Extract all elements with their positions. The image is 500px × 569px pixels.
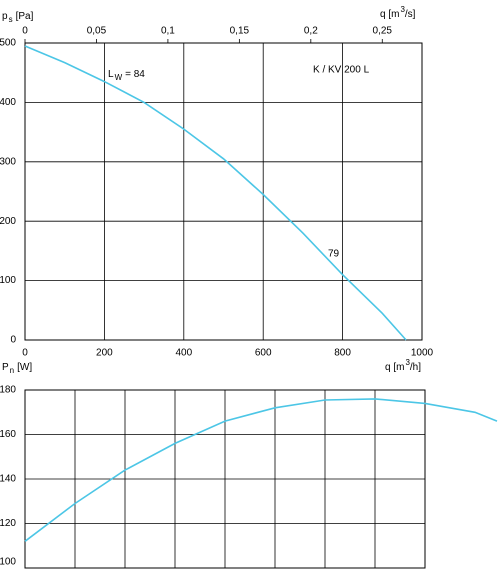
chart-title: K / KV 200 L (313, 65, 370, 76)
y-tick-label: 140 (0, 474, 16, 485)
annotation-main: L (108, 69, 114, 80)
y-axis-label-rest: [W] (17, 362, 32, 373)
x-axis-label: q [m3/h] (385, 358, 421, 373)
x-tick-label: 200 (96, 348, 113, 359)
x2-axis-label-rest: /s] (405, 9, 416, 20)
y-tick-label: 120 (0, 518, 16, 529)
x-tick-label: 800 (334, 348, 351, 359)
y-tick-label: 160 (0, 429, 16, 440)
annotation: LW = 84 (108, 69, 145, 82)
curve (24, 398, 498, 542)
x2-tick-label: 0,15 (230, 26, 250, 37)
y-tick-label: 200 (0, 216, 16, 227)
x-axis-label-rest: /h] (410, 362, 421, 373)
y-tick-label: 180 (0, 385, 16, 396)
x2-tick-label: 0 (22, 26, 28, 37)
annotation-script: W (115, 73, 123, 82)
curve (24, 45, 407, 341)
y-tick-label: 100 (0, 275, 16, 286)
x-axis-label-main: q [m (385, 362, 404, 373)
y-axis-label-script: n (10, 366, 14, 375)
x2-tick-label: 0,05 (87, 26, 107, 37)
y-axis-label-main: P (2, 362, 9, 373)
x-tick-label: 1000 (411, 348, 434, 359)
x2-axis-label: q [m3/s] (380, 5, 416, 20)
y-axis-label: Pn [W] (2, 362, 32, 375)
x-tick-label: 0 (22, 348, 28, 359)
y-axis-label-script: s (9, 15, 13, 24)
y-tick-label: 0 (10, 335, 16, 346)
annotation: 79 (328, 249, 340, 260)
x2-axis-label-script: 3 (400, 5, 405, 14)
x2-tick-label: 0,25 (373, 26, 393, 37)
x2-tick-label: 0,2 (304, 26, 318, 37)
annotation-rest: = 84 (125, 69, 145, 80)
y-tick-label: 300 (0, 156, 16, 167)
plot-frame (24, 389, 426, 569)
x2-tick-label: 0,1 (161, 26, 175, 37)
y-tick-label: 400 (0, 97, 16, 108)
y-tick-label: 100 (0, 557, 16, 568)
x2-axis-label-main: q [m (380, 9, 399, 20)
plot-frame (24, 42, 423, 341)
y-tick-label: 500 (0, 38, 16, 49)
y-axis-label: ps [Pa] (2, 11, 34, 24)
y-axis-label-main: p (2, 11, 8, 22)
x-axis-label-script: 3 (405, 358, 410, 367)
x-tick-label: 400 (175, 348, 192, 359)
x-tick-label: 600 (255, 348, 272, 359)
y-axis-label-rest: [Pa] (16, 11, 34, 22)
